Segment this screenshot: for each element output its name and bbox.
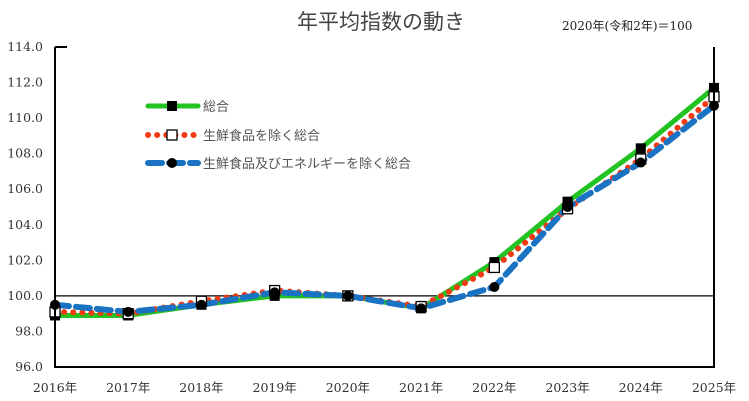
y-tick-label: 96.0 (15, 359, 43, 374)
x-tick-label: 2016年 (33, 380, 77, 395)
y-tick-label: 106.0 (7, 181, 43, 196)
x-tick-label: 2018年 (179, 380, 223, 395)
series-line-1 (52, 93, 717, 317)
x-tick-label: 2025年 (692, 380, 736, 395)
legend-item-1: 生鮮食品を除く総合 (145, 128, 320, 144)
marker-filled-circle-icon (635, 157, 646, 168)
y-tick-label: 114.0 (7, 39, 43, 54)
marker-filled-square-icon (562, 196, 573, 207)
x-tick-label: 2024年 (619, 380, 663, 395)
x-tick-label: 2020年 (326, 380, 370, 395)
series-line-0 (52, 85, 717, 318)
marker-filled-square-icon (167, 101, 177, 111)
legend-label: 総合 (203, 100, 229, 115)
y-tick-label: 110.0 (7, 110, 43, 125)
chart-subtitle: 2020年(令和2年)＝100 (562, 19, 693, 33)
legend-label: 生鮮食品及びエネルギーを除く総合 (203, 156, 411, 172)
marker-filled-circle-icon (562, 202, 573, 212)
y-tick-label: 102.0 (7, 252, 43, 267)
legend-label: 生鮮食品を除く総合 (203, 128, 320, 144)
x-tick-label: 2023年 (545, 380, 589, 395)
legend-item-0: 総合 (145, 100, 229, 115)
series-line-2 (52, 102, 717, 315)
y-tick-label: 98.0 (15, 323, 43, 338)
marker-open-square-icon (166, 129, 178, 141)
marker-filled-circle-icon (196, 299, 207, 310)
axes-frame (54, 47, 715, 368)
x-tick-label: 2021年 (399, 380, 443, 395)
chart-title: 年平均指数の動き (297, 10, 465, 34)
y-tick-label: 108.0 (7, 146, 43, 161)
x-tick-label: 2022年 (472, 380, 516, 395)
marker-filled-circle-icon (416, 303, 427, 314)
x-tick-label: 2017年 (106, 380, 150, 395)
y-tick-label: 100.0 (7, 288, 43, 303)
marker-filled-circle-icon (489, 282, 500, 292)
marker-filled-square-icon (635, 143, 646, 154)
marker-filled-circle-icon (342, 290, 353, 301)
y-tick-label: 104.0 (7, 217, 43, 232)
legend-item-2: 生鮮食品及びエネルギーを除く総合 (145, 156, 411, 172)
marker-filled-circle-icon (123, 306, 134, 317)
y-tick-label: 112.0 (7, 75, 43, 90)
marker-filled-circle-icon (167, 158, 177, 168)
marker-filled-circle-icon (269, 287, 280, 298)
marker-open-square-icon (488, 261, 500, 274)
x-tick-label: 2019年 (253, 380, 297, 395)
